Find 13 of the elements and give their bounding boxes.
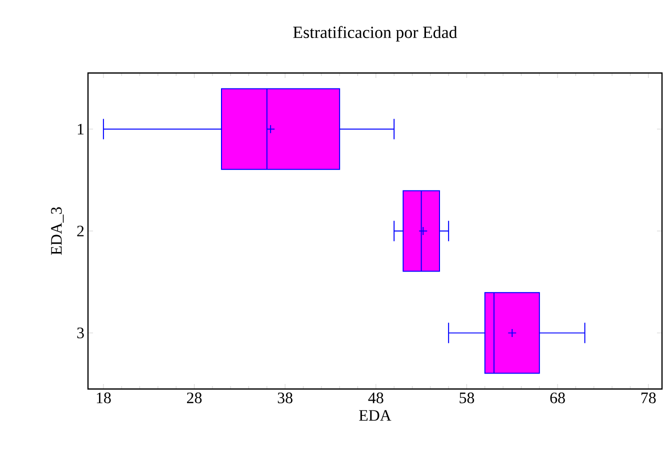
x-tick-label: 38 (278, 392, 292, 404)
x-axis-title: EDA (359, 410, 392, 421)
y-tick-label: 3 (77, 328, 84, 338)
x-tick-label: 28 (187, 392, 202, 404)
x-tick-label: 48 (368, 392, 384, 404)
y-tick-label: 1 (78, 124, 84, 134)
y-axis-title: EDA_3 (51, 207, 64, 255)
x-tick-label: 18 (96, 392, 111, 404)
chart-title: Estratificacion por Edad (293, 26, 458, 42)
x-tick-label: 78 (641, 392, 656, 404)
y-tick-label: 2 (77, 226, 84, 236)
x-tick-label: 68 (550, 392, 565, 404)
x-tick-label: 58 (460, 392, 474, 404)
